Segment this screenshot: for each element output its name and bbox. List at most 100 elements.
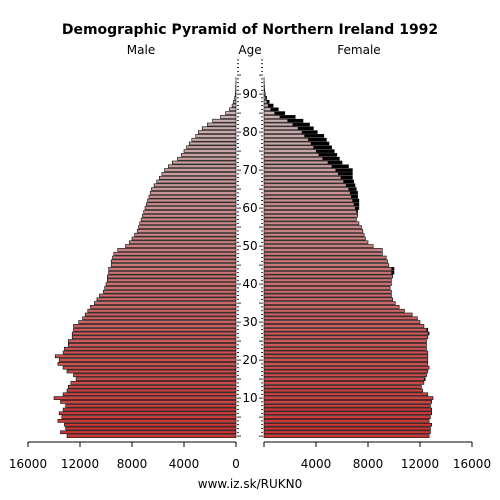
female-surplus-age-63 (351, 195, 358, 199)
male-bar-age-12 (66, 388, 237, 393)
male-bar-age-89 (234, 96, 237, 100)
male-bar-age-53 (134, 232, 237, 237)
female-bar-age-28 (263, 327, 429, 332)
female-surplus-age-90 (264, 92, 266, 96)
male-bar-age-13 (68, 384, 237, 389)
male-bar-age-74 (181, 153, 237, 157)
male-bar-age-86 (229, 107, 237, 112)
x-tick-label-1: 12000 (61, 457, 99, 471)
female-bar-age-22 (263, 350, 429, 355)
female-bar-age-9 (263, 400, 432, 404)
x-tick-label-0: 16000 (9, 457, 47, 471)
female-surplus-age-65 (348, 187, 357, 191)
male-bar-age-66 (153, 183, 237, 188)
female-bar-age-10 (263, 396, 434, 400)
female-bar-age-18 (263, 365, 430, 370)
female-surplus-age-61 (353, 202, 359, 206)
age-tick-label-30: 30 (242, 315, 257, 329)
male-bar-age-21 (54, 354, 237, 359)
female-label: Female (337, 43, 380, 57)
male-bar-age-75 (183, 149, 237, 153)
male-bars (53, 77, 237, 438)
male-bar-age-18 (62, 365, 237, 370)
female-bar-age-25 (263, 339, 427, 343)
male-bar-age-17 (66, 369, 237, 374)
male-bar-age-19 (57, 362, 237, 366)
male-bar-age-27 (71, 331, 237, 336)
male-bar-age-46 (110, 259, 237, 264)
male-bar-age-30 (78, 320, 237, 324)
female-bar-age-60 (263, 206, 360, 210)
age-axis: 10 20 30 40 50 60 70 80 90 (237, 59, 263, 437)
male-bar-age-68 (159, 175, 237, 180)
female-bar-age-11 (263, 392, 429, 397)
female-surplus-age-82 (292, 123, 310, 126)
female-bar-age-33 (263, 308, 405, 313)
age-tick-label-20: 20 (242, 353, 257, 367)
female-bar-age-54 (263, 229, 364, 233)
female-surplus-age-83 (287, 119, 303, 123)
male-bar-age-32 (84, 312, 237, 317)
female-bar-age-2 (263, 426, 431, 431)
male-bar-age-1 (60, 430, 237, 435)
male-bar-age-59 (143, 210, 237, 214)
age-label: Age (238, 43, 261, 57)
female-surplus-age-59 (356, 210, 358, 214)
male-bar-age-65 (151, 187, 237, 191)
male-bar-age-8 (65, 403, 237, 408)
age-tick-label-70: 70 (242, 163, 257, 177)
female-surplus-age-78 (308, 138, 327, 142)
male-bar-age-51 (129, 240, 237, 245)
male-bar-age-80 (198, 130, 237, 134)
female-bar-age-67 (263, 179, 354, 184)
female-bar-age-21 (263, 354, 429, 359)
female-surplus-age-86 (270, 107, 279, 111)
male-bar-age-0 (66, 434, 237, 438)
male-bar-age-43 (108, 270, 237, 275)
female-bar-age-17 (263, 369, 429, 374)
female-surplus-age-27 (427, 332, 430, 335)
age-tick-label-50: 50 (242, 239, 257, 253)
male-bar-age-73 (177, 156, 237, 161)
x-tick-label-4: 0 (232, 457, 240, 471)
female-surplus-age-15 (423, 377, 426, 381)
female-surplus-age-81 (297, 126, 314, 130)
female-surplus-age-62 (352, 199, 359, 202)
female-bar-age-48 (263, 251, 383, 256)
male-bar-age-72 (172, 160, 237, 165)
male-bar-age-3 (64, 422, 237, 427)
female-surplus-age-77 (310, 142, 329, 145)
male-bar-age-56 (139, 221, 237, 226)
male-bar-age-76 (186, 145, 237, 150)
male-bar-age-69 (161, 172, 237, 176)
female-bar-age-14 (263, 381, 425, 385)
female-bar-age-4 (263, 419, 430, 423)
male-bar-age-63 (148, 194, 237, 199)
female-bar-age-0 (263, 434, 430, 438)
female-surplus-age-70 (335, 168, 353, 172)
male-bar-age-55 (138, 225, 237, 229)
female-bar-age-1 (263, 430, 431, 435)
x-tick-label-5: 4000 (301, 457, 332, 471)
female-bar-age-38 (263, 289, 392, 294)
female-bar-age-41 (263, 278, 392, 283)
female-bar-age-32 (263, 312, 413, 317)
male-bar-age-48 (113, 251, 237, 256)
female-bar-age-15 (263, 377, 426, 381)
male-bar-age-6 (58, 411, 237, 416)
female-bar-age-27 (263, 331, 430, 336)
female-bar-age-12 (263, 388, 423, 393)
female-surplus-age-67 (343, 180, 354, 183)
x-tick-label-2: 8000 (117, 457, 148, 471)
female-surplus-age-60 (355, 206, 359, 210)
male-bar-age-33 (87, 308, 237, 313)
female-bar-age-58 (263, 213, 358, 218)
female-bar-age-46 (263, 259, 388, 264)
female-bar-age-23 (263, 346, 427, 351)
male-bar-age-44 (108, 267, 237, 271)
female-bar-age-42 (263, 274, 393, 279)
x-tick-label-7: 12000 (401, 457, 439, 471)
male-bar-age-40 (105, 282, 237, 286)
age-tick-label-40: 40 (242, 277, 257, 291)
female-bar-age-5 (263, 415, 431, 419)
